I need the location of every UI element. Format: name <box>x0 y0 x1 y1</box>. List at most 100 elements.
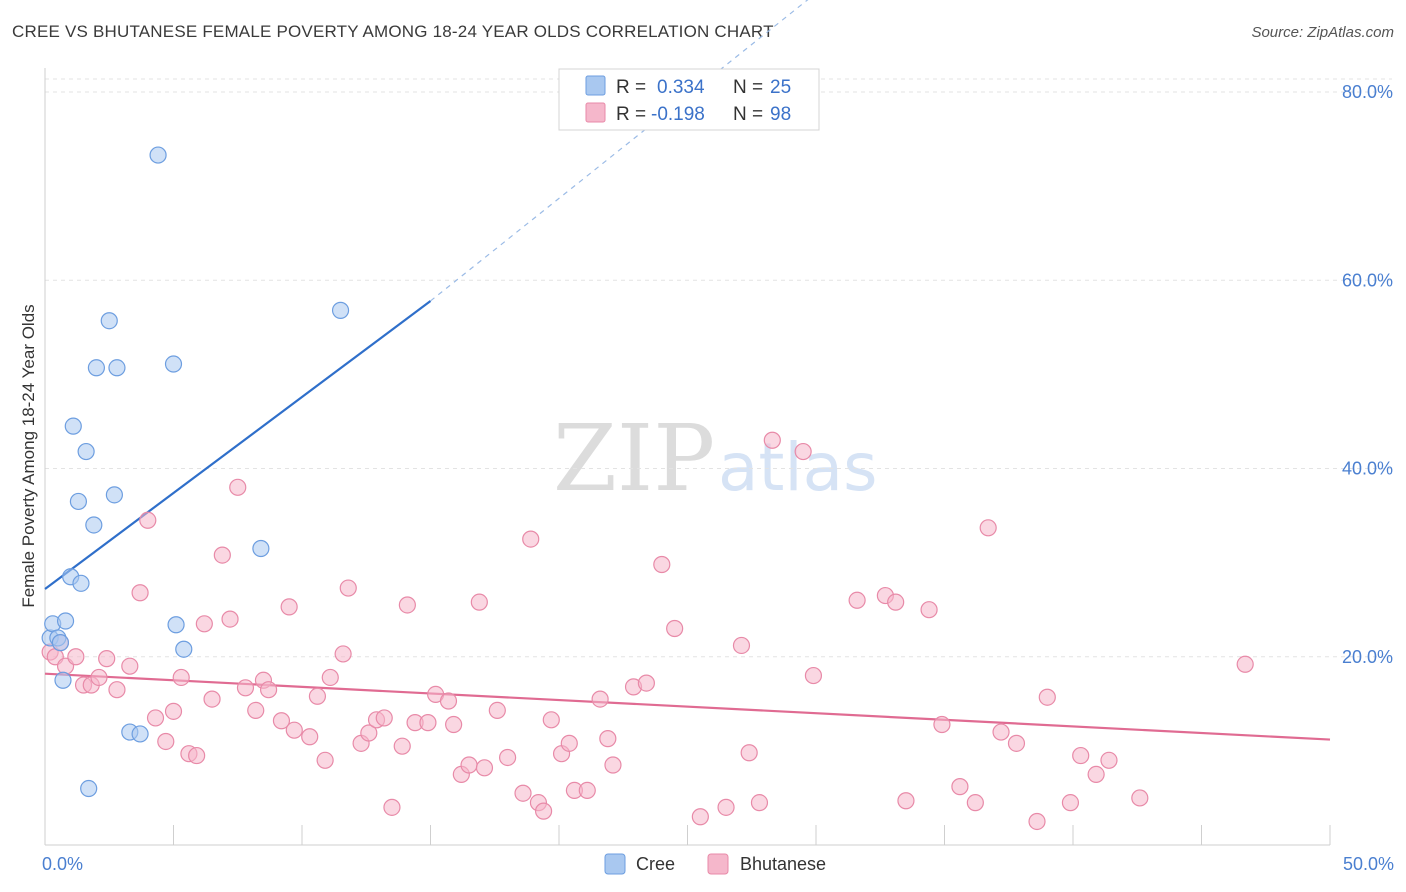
data-point-cree <box>64 417 82 435</box>
chart-source: Source: ZipAtlas.com <box>1251 24 1394 41</box>
data-point-bhutanese <box>691 808 709 826</box>
data-point-bhutanese <box>560 734 578 752</box>
bottom-legend-label-bhutanese: Bhutanese <box>740 854 826 874</box>
data-point-bhutanese <box>717 798 735 816</box>
data-point-bhutanese <box>146 709 165 727</box>
x-tick-labels: 0.0% 50.0% <box>42 854 1394 874</box>
data-point-bhutanese <box>475 759 494 777</box>
data-point-bhutanese <box>334 645 352 663</box>
bottom-legend-label-cree: Cree <box>636 854 675 874</box>
y-tick-label: 80.0% <box>1342 82 1393 102</box>
data-point-bhutanese <box>599 730 617 748</box>
data-point-cree <box>131 725 149 743</box>
legend-swatch-bhutanese <box>585 102 606 123</box>
data-point-bhutanese <box>280 598 298 616</box>
data-point-bhutanese <box>383 798 401 816</box>
data-point-bhutanese <box>653 555 671 574</box>
y-tick-labels: 20.0% 40.0% 60.0% 80.0% <box>1342 82 1393 667</box>
data-point-bhutanese <box>933 715 951 734</box>
bottom-legend-swatch-cree <box>604 853 626 875</box>
data-point-bhutanese <box>285 721 303 739</box>
data-point-cree <box>100 312 118 330</box>
y-tick-label: 20.0% <box>1342 647 1393 667</box>
data-point-bhutanese <box>897 792 915 810</box>
data-point-bhutanese <box>139 511 157 529</box>
x-tick-label-max: 50.0% <box>1343 854 1394 874</box>
data-point-bhutanese <box>534 802 553 820</box>
data-point-bhutanese <box>542 711 560 729</box>
data-point-bhutanese <box>979 519 997 537</box>
data-point-bhutanese <box>445 715 463 734</box>
data-point-cree <box>56 612 75 630</box>
data-point-cree <box>252 539 270 558</box>
data-point-bhutanese <box>308 687 327 705</box>
data-point-bhutanese <box>666 619 684 638</box>
data-point-bhutanese <box>98 650 116 668</box>
data-point-bhutanese <box>131 584 149 602</box>
data-point-bhutanese <box>604 756 622 774</box>
grid-lines <box>45 78 1392 658</box>
data-point-bhutanese <box>301 728 319 746</box>
data-point-bhutanese <box>1007 734 1026 752</box>
x-tick-label-min: 0.0% <box>42 854 83 874</box>
data-point-cree <box>54 671 72 689</box>
data-point-cree <box>108 359 126 377</box>
data-point-bhutanese <box>732 636 751 655</box>
data-point-bhutanese <box>488 701 506 720</box>
data-point-cree <box>175 640 193 658</box>
watermark-zip: ZIP <box>553 405 715 512</box>
legend-n-value-cree: 25 <box>770 77 791 98</box>
data-point-bhutanese <box>920 601 938 619</box>
data-point-cree <box>105 486 123 504</box>
data-point-cree <box>164 355 183 373</box>
data-point-bhutanese <box>591 690 609 708</box>
data-point-cree <box>72 574 90 592</box>
data-point-cree <box>69 492 88 511</box>
data-point-bhutanese <box>1038 688 1056 706</box>
data-point-bhutanese <box>121 657 139 675</box>
data-point-cree <box>80 779 98 798</box>
data-point-bhutanese <box>499 748 517 767</box>
data-point-bhutanese <box>460 756 478 774</box>
legend-n-value-bhutanese: 98 <box>770 104 791 125</box>
data-point-bhutanese <box>172 668 190 687</box>
data-point-bhutanese <box>750 794 769 812</box>
data-point-bhutanese <box>221 610 239 628</box>
data-point-bhutanese <box>272 712 291 730</box>
legend-r-label-cree: R = <box>616 77 646 98</box>
legend: R = 0.334 N = 25 R = -0.198 N = 98 <box>558 68 820 131</box>
data-points <box>41 146 1254 831</box>
legend-r-value-cree: 0.334 <box>657 77 705 98</box>
data-point-bhutanese <box>213 546 231 564</box>
data-point-bhutanese <box>794 442 812 461</box>
data-point-bhutanese <box>419 714 437 732</box>
data-point-bhutanese <box>887 593 905 611</box>
data-point-bhutanese <box>90 668 108 687</box>
data-point-bhutanese <box>992 723 1010 741</box>
data-point-bhutanese <box>1061 794 1080 812</box>
data-point-bhutanese <box>1236 655 1254 673</box>
data-point-bhutanese <box>229 478 247 496</box>
data-point-bhutanese <box>1131 789 1149 807</box>
data-point-bhutanese <box>439 692 458 710</box>
data-point-bhutanese <box>259 681 278 699</box>
bottom-legend: Cree Bhutanese <box>604 853 826 875</box>
data-point-bhutanese <box>375 709 393 727</box>
axes <box>44 68 1331 846</box>
data-point-cree <box>167 616 185 634</box>
data-point-bhutanese <box>1100 751 1118 769</box>
y-axis-label: Female Poverty Among 18-24 Year Olds <box>19 304 38 607</box>
data-point-bhutanese <box>848 591 866 609</box>
data-point-bhutanese <box>966 794 984 812</box>
legend-r-value-bhutanese: -0.198 <box>651 104 705 125</box>
chart-title: CREE VS BHUTANESE FEMALE POVERTY AMONG 1… <box>12 22 774 41</box>
legend-n-label-cree: N = <box>733 77 763 98</box>
y-tick-label: 60.0% <box>1342 270 1393 290</box>
data-point-bhutanese <box>195 615 213 633</box>
data-point-bhutanese <box>203 690 221 708</box>
data-point-bhutanese <box>67 648 85 666</box>
data-point-bhutanese <box>393 737 411 755</box>
bottom-legend-swatch-bhutanese <box>707 853 729 875</box>
data-point-cree <box>149 146 167 164</box>
